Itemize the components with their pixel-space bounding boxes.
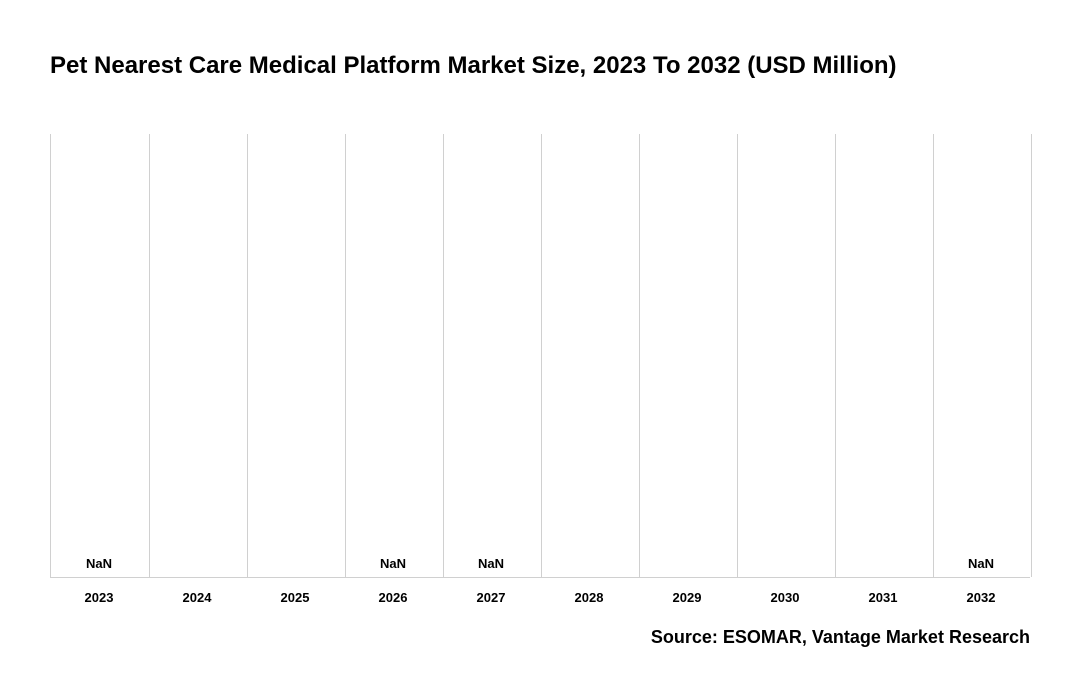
gridline xyxy=(345,134,346,577)
gridline xyxy=(639,134,640,577)
gridline xyxy=(247,134,248,577)
gridline xyxy=(443,134,444,577)
x-tick-label: 2026 xyxy=(379,590,408,605)
gridline xyxy=(737,134,738,577)
x-tick-label: 2030 xyxy=(771,590,800,605)
chart-container: Pet Nearest Care Medical Platform Market… xyxy=(0,0,1080,700)
x-tick-label: 2028 xyxy=(575,590,604,605)
value-label: NaN xyxy=(968,556,994,571)
value-label: NaN xyxy=(380,556,406,571)
gridline xyxy=(835,134,836,577)
gridline xyxy=(149,134,150,577)
plot-area xyxy=(50,134,1030,578)
gridline xyxy=(933,134,934,577)
chart-title: Pet Nearest Care Medical Platform Market… xyxy=(50,52,897,80)
gridline xyxy=(1031,134,1032,577)
x-tick-label: 2023 xyxy=(85,590,114,605)
x-tick-label: 2031 xyxy=(869,590,898,605)
value-label: NaN xyxy=(86,556,112,571)
value-label: NaN xyxy=(478,556,504,571)
x-tick-label: 2029 xyxy=(673,590,702,605)
gridline xyxy=(541,134,542,577)
x-tick-label: 2025 xyxy=(281,590,310,605)
x-tick-label: 2032 xyxy=(967,590,996,605)
x-tick-label: 2027 xyxy=(477,590,506,605)
source-text: Source: ESOMAR, Vantage Market Research xyxy=(651,627,1030,648)
x-tick-label: 2024 xyxy=(183,590,212,605)
